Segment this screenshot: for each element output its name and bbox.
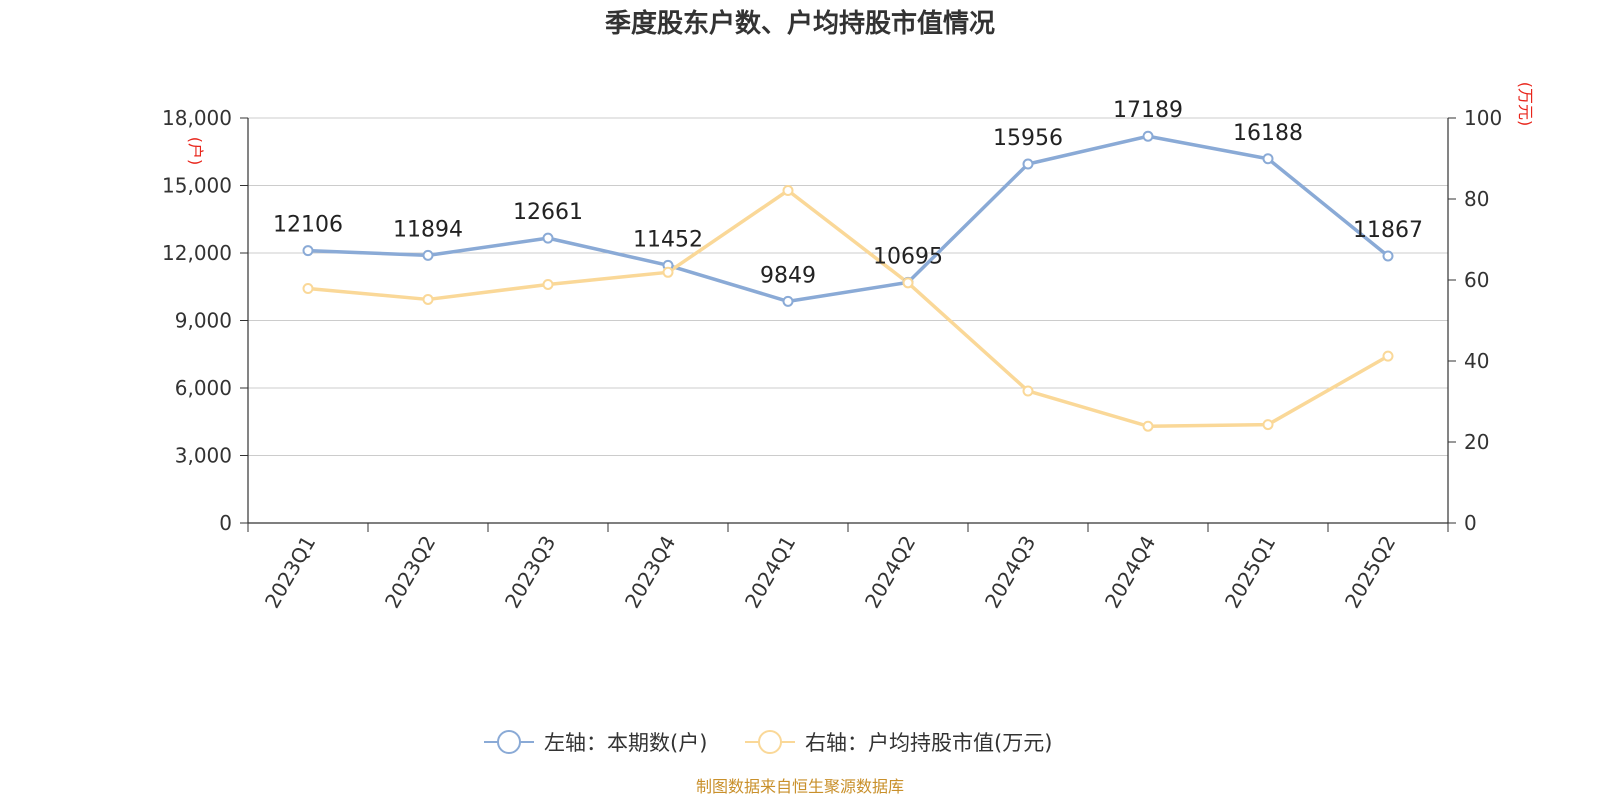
data-point-right [1022, 385, 1034, 397]
legend-item-1[interactable]: 右轴：户均持股市值(万元) [745, 730, 1052, 755]
legend-label: 右轴：户均持股市值(万元) [805, 731, 1052, 755]
data-label: 12106 [273, 213, 343, 238]
data-label: 17189 [1113, 98, 1183, 123]
data-point-left [782, 295, 794, 307]
x-axis-tick-label: 2025Q1 [1220, 532, 1280, 613]
data-label: 16188 [1233, 121, 1303, 146]
right-axis-tick-label: 20 [1464, 430, 1489, 454]
left-axis-tick-label: 3,000 [175, 444, 232, 468]
right-axis-tick-label: 80 [1464, 187, 1489, 211]
chart-title: 季度股东户数、户均持股市值情况 [605, 8, 995, 39]
legend-item-0[interactable]: 左轴：本期数(户) [484, 730, 707, 755]
data-point-left [542, 232, 554, 244]
data-point-right [662, 266, 674, 278]
legend-label: 左轴：本期数(户) [544, 731, 707, 755]
data-point-left [1022, 158, 1034, 170]
x-axis-tick-label: 2024Q2 [860, 532, 920, 613]
legend-swatch-marker [497, 730, 521, 754]
data-point-left [1142, 130, 1154, 142]
data-point-right [782, 184, 794, 196]
legend-swatch-marker [758, 730, 782, 754]
right-axis-tick-label: 40 [1464, 349, 1489, 373]
data-point-right [542, 278, 554, 290]
data-point-right [902, 277, 914, 289]
data-label: 11452 [633, 227, 703, 252]
right-axis-tick-label: 100 [1464, 106, 1502, 130]
source-note: 制图数据来自恒生聚源数据库 [696, 777, 904, 796]
x-axis-tick-label: 2024Q1 [740, 532, 800, 613]
data-point-right [1382, 350, 1394, 362]
data-point-right [1262, 419, 1274, 431]
left-axis-tick-label: 9,000 [175, 309, 232, 333]
right-axis-tick-label: 60 [1464, 268, 1489, 292]
series-line-right [307, 188, 1389, 428]
left-axis-unit: (户) [186, 137, 205, 166]
series-layer [302, 130, 1394, 432]
right-axis-unit: (万元) [1516, 82, 1535, 127]
legend[interactable]: 左轴：本期数(户) 右轴：户均持股市值(万元) [484, 730, 1052, 755]
series-line-left [307, 134, 1390, 304]
data-point-right [302, 283, 314, 295]
data-point-right [1142, 420, 1154, 432]
x-axis-tick-label: 2023Q3 [500, 532, 560, 613]
axes: 0 3,000 6,000 9,000 12,000 15,000 18,000 0 20 40 6… [162, 82, 1535, 612]
left-axis-tick-label: 0 [219, 511, 232, 535]
x-axis-tick-label: 2023Q2 [380, 532, 440, 613]
data-label: 10695 [873, 244, 943, 269]
x-axis-tick-label: 2023Q4 [620, 532, 680, 613]
left-axis-tick-label: 12,000 [162, 241, 232, 265]
left-axis-tick-label: 18,000 [162, 106, 232, 130]
data-label: 11867 [1353, 218, 1423, 243]
x-axis-tick-label: 2023Q1 [260, 532, 320, 613]
data-point-left [1382, 250, 1394, 262]
right-axis-tick-label: 0 [1464, 511, 1477, 535]
data-label: 11894 [393, 217, 463, 242]
left-axis-tick-label: 15,000 [162, 174, 232, 198]
data-labels: 12106 11894 12661 11452 9849 10695 15956 17189 1… [273, 98, 1423, 288]
data-point-left [302, 245, 314, 257]
data-label: 9849 [760, 263, 816, 288]
x-axis-tick-label: 2024Q4 [1100, 532, 1160, 613]
left-axis-tick-label: 6,000 [175, 376, 232, 400]
gridlines [248, 117, 1448, 456]
data-label: 15956 [993, 126, 1063, 151]
x-axis-tick-label: 2024Q3 [980, 532, 1040, 613]
x-axis-tick-label: 2025Q2 [1340, 532, 1400, 613]
data-label: 12661 [513, 200, 583, 225]
data-point-right [422, 293, 434, 305]
data-point-left [1262, 153, 1274, 165]
data-point-left [422, 249, 434, 261]
